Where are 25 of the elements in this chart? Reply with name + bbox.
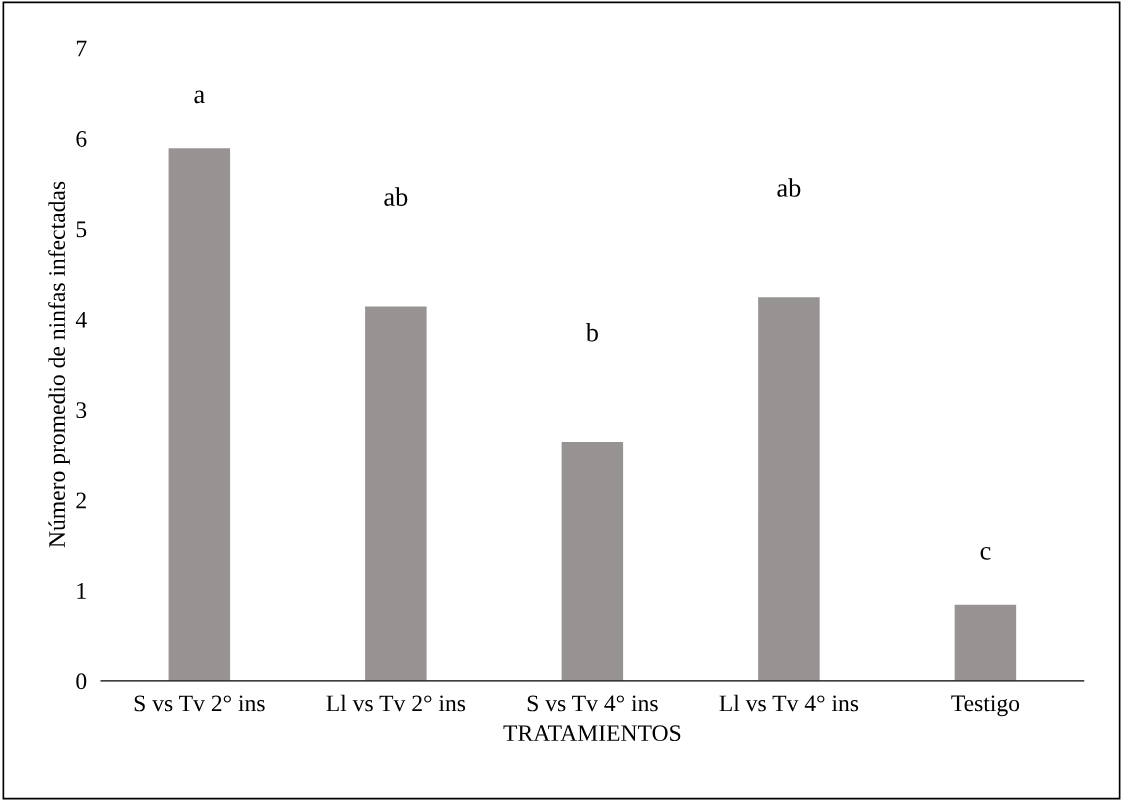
bar [167, 146, 232, 681]
y-tick-label: 1 [77, 583, 86, 599]
annotation: ab [777, 178, 801, 197]
x-axis-title: TRATAMIENTOS [503, 725, 681, 742]
bar [363, 305, 428, 681]
x-tick-label: S vs Tv 2° ins [134, 695, 265, 712]
annotation: c [980, 547, 991, 560]
y-tick-label: 3 [76, 402, 87, 419]
annotation: ab [384, 187, 408, 206]
bar [560, 440, 625, 681]
y-tick-label: 4 [75, 311, 87, 328]
bar [953, 603, 1018, 681]
y-tick-label: 2 [76, 492, 86, 509]
y-tick-label: 6 [76, 131, 87, 147]
x-tick-label: Testigo [951, 695, 1020, 717]
y-axis-title: Número promedio de ninfas infectadas [48, 181, 70, 548]
annotation: a [194, 90, 205, 104]
x-tick-label: Ll vs Tv 4° ins [719, 694, 859, 712]
bar [756, 295, 822, 681]
y-tick-label: 7 [76, 40, 87, 57]
x-tick-label: S vs Tv 4° ins [527, 695, 658, 712]
annotation: b [585, 322, 598, 342]
y-tick-label: 0 [76, 673, 87, 690]
y-tick-label: 5 [76, 221, 87, 238]
x-tick-label: Ll vs Tv 2° ins [326, 694, 466, 712]
